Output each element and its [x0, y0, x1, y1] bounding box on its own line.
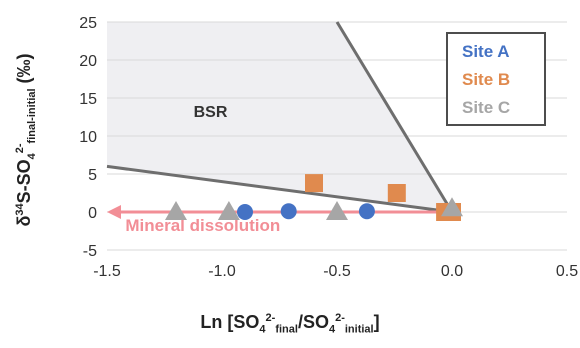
- site-a-point: [280, 203, 297, 220]
- x-axis-title: Ln [SO42-final/SO42-initial]: [200, 312, 380, 336]
- arrow-head: [107, 205, 121, 219]
- site-b-point: [305, 174, 323, 193]
- x-tick-label: -0.5: [323, 263, 351, 280]
- legend-item-site-a: Site A: [462, 42, 510, 61]
- y-tick-label: -5: [83, 243, 97, 260]
- data-points: [165, 174, 463, 221]
- bsr-label: BSR: [194, 104, 228, 121]
- site-c-point: [326, 201, 348, 220]
- y-tick-label: 15: [79, 91, 97, 108]
- site-c-point: [165, 201, 187, 220]
- x-tick-label: 0.5: [556, 263, 578, 280]
- site-a-point: [358, 203, 375, 220]
- chart-canvas: BSR Mineral dissolution -1.5 -1.0 -0.5 0.0 0…: [79, 15, 578, 280]
- x-tick-label: -1.5: [93, 263, 121, 280]
- bsr-upper-boundary-line: [335, 21, 454, 213]
- y-tick-label: 20: [79, 53, 97, 70]
- site-c-point: [441, 197, 463, 217]
- mineral-dissolution-label: Mineral dissolution: [125, 216, 280, 235]
- bsr-region: [107, 22, 452, 212]
- site-c-point: [217, 201, 240, 220]
- legend-item-site-c: Site C: [462, 98, 511, 117]
- y-tick-label: 5: [88, 167, 97, 184]
- site-a-point: [237, 204, 253, 220]
- x-tick-label: -1.0: [208, 263, 236, 280]
- y-axis-ticks: -5 0 5 10 15 20 25: [79, 15, 97, 260]
- x-tick-label: 0.0: [441, 263, 463, 280]
- legend: Site A Site B Site C: [446, 32, 546, 126]
- x-axis-ticks: -1.5 -1.0 -0.5 0.0 0.5: [93, 263, 578, 280]
- y-tick-label: 10: [79, 129, 97, 146]
- bsr-lower-boundary-line: [106, 164, 453, 214]
- site-b-point: [387, 184, 406, 202]
- y-axis-title: δ34S-SO42-final-initial (‰): [14, 53, 38, 227]
- legend-item-site-b: Site B: [462, 70, 511, 89]
- y-tick-label: 25: [79, 15, 97, 32]
- y-tick-label: 0: [88, 205, 97, 222]
